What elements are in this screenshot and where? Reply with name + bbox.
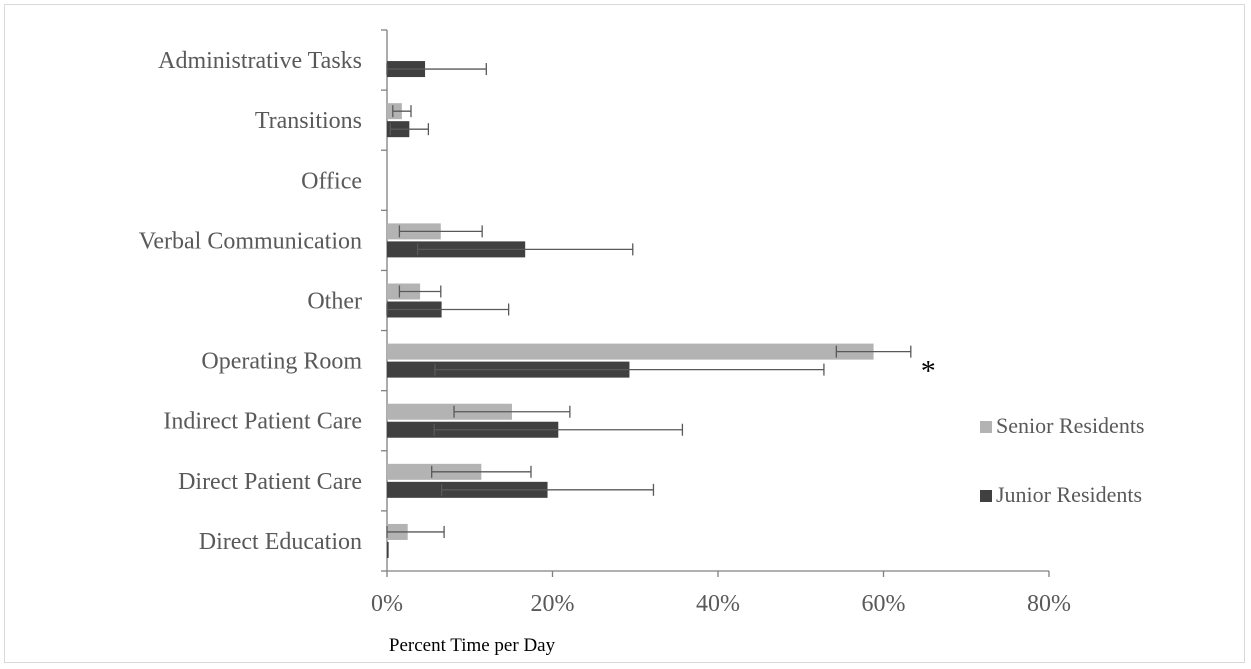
category-label: Other <box>307 289 362 315</box>
x-tick-label: 0% <box>371 591 403 617</box>
annotations: * <box>921 355 936 388</box>
error-bars <box>386 63 912 538</box>
bar-junior-residents <box>387 541 389 558</box>
x-tick-label: 80% <box>1027 591 1071 617</box>
chart-frame <box>4 4 1245 663</box>
bars <box>387 61 874 558</box>
category-label: Office <box>301 168 362 194</box>
axes <box>381 29 1050 577</box>
category-label: Operating Room <box>201 349 362 375</box>
bar-senior-residents <box>387 343 874 360</box>
x-tick-label: 60% <box>862 591 906 617</box>
category-label: Transitions <box>255 108 362 134</box>
category-label: Administrative Tasks <box>158 48 362 74</box>
x-tick-label: 40% <box>696 591 740 617</box>
category-label: Indirect Patient Care <box>163 409 362 435</box>
bar-senior-residents <box>387 403 512 420</box>
x-tick-labels: 0% 20% 40% 60% 80% <box>371 591 1071 617</box>
legend-label: Junior Residents <box>996 482 1142 507</box>
legend-swatch <box>980 490 992 502</box>
legend-swatch <box>980 421 992 433</box>
legend: Senior Residents Junior Residents <box>980 413 1145 507</box>
category-label: Direct Education <box>199 529 362 555</box>
category-labels: Administrative Tasks Transitions Office Ver… <box>139 48 363 555</box>
significance-marker: * <box>921 355 936 388</box>
x-axis-label: Percent Time per Day <box>389 635 556 656</box>
category-label: Direct Patient Care <box>178 469 362 495</box>
x-tick-label: 20% <box>531 591 575 617</box>
category-label: Verbal Communication <box>139 228 362 254</box>
legend-label: Senior Residents <box>996 413 1145 438</box>
